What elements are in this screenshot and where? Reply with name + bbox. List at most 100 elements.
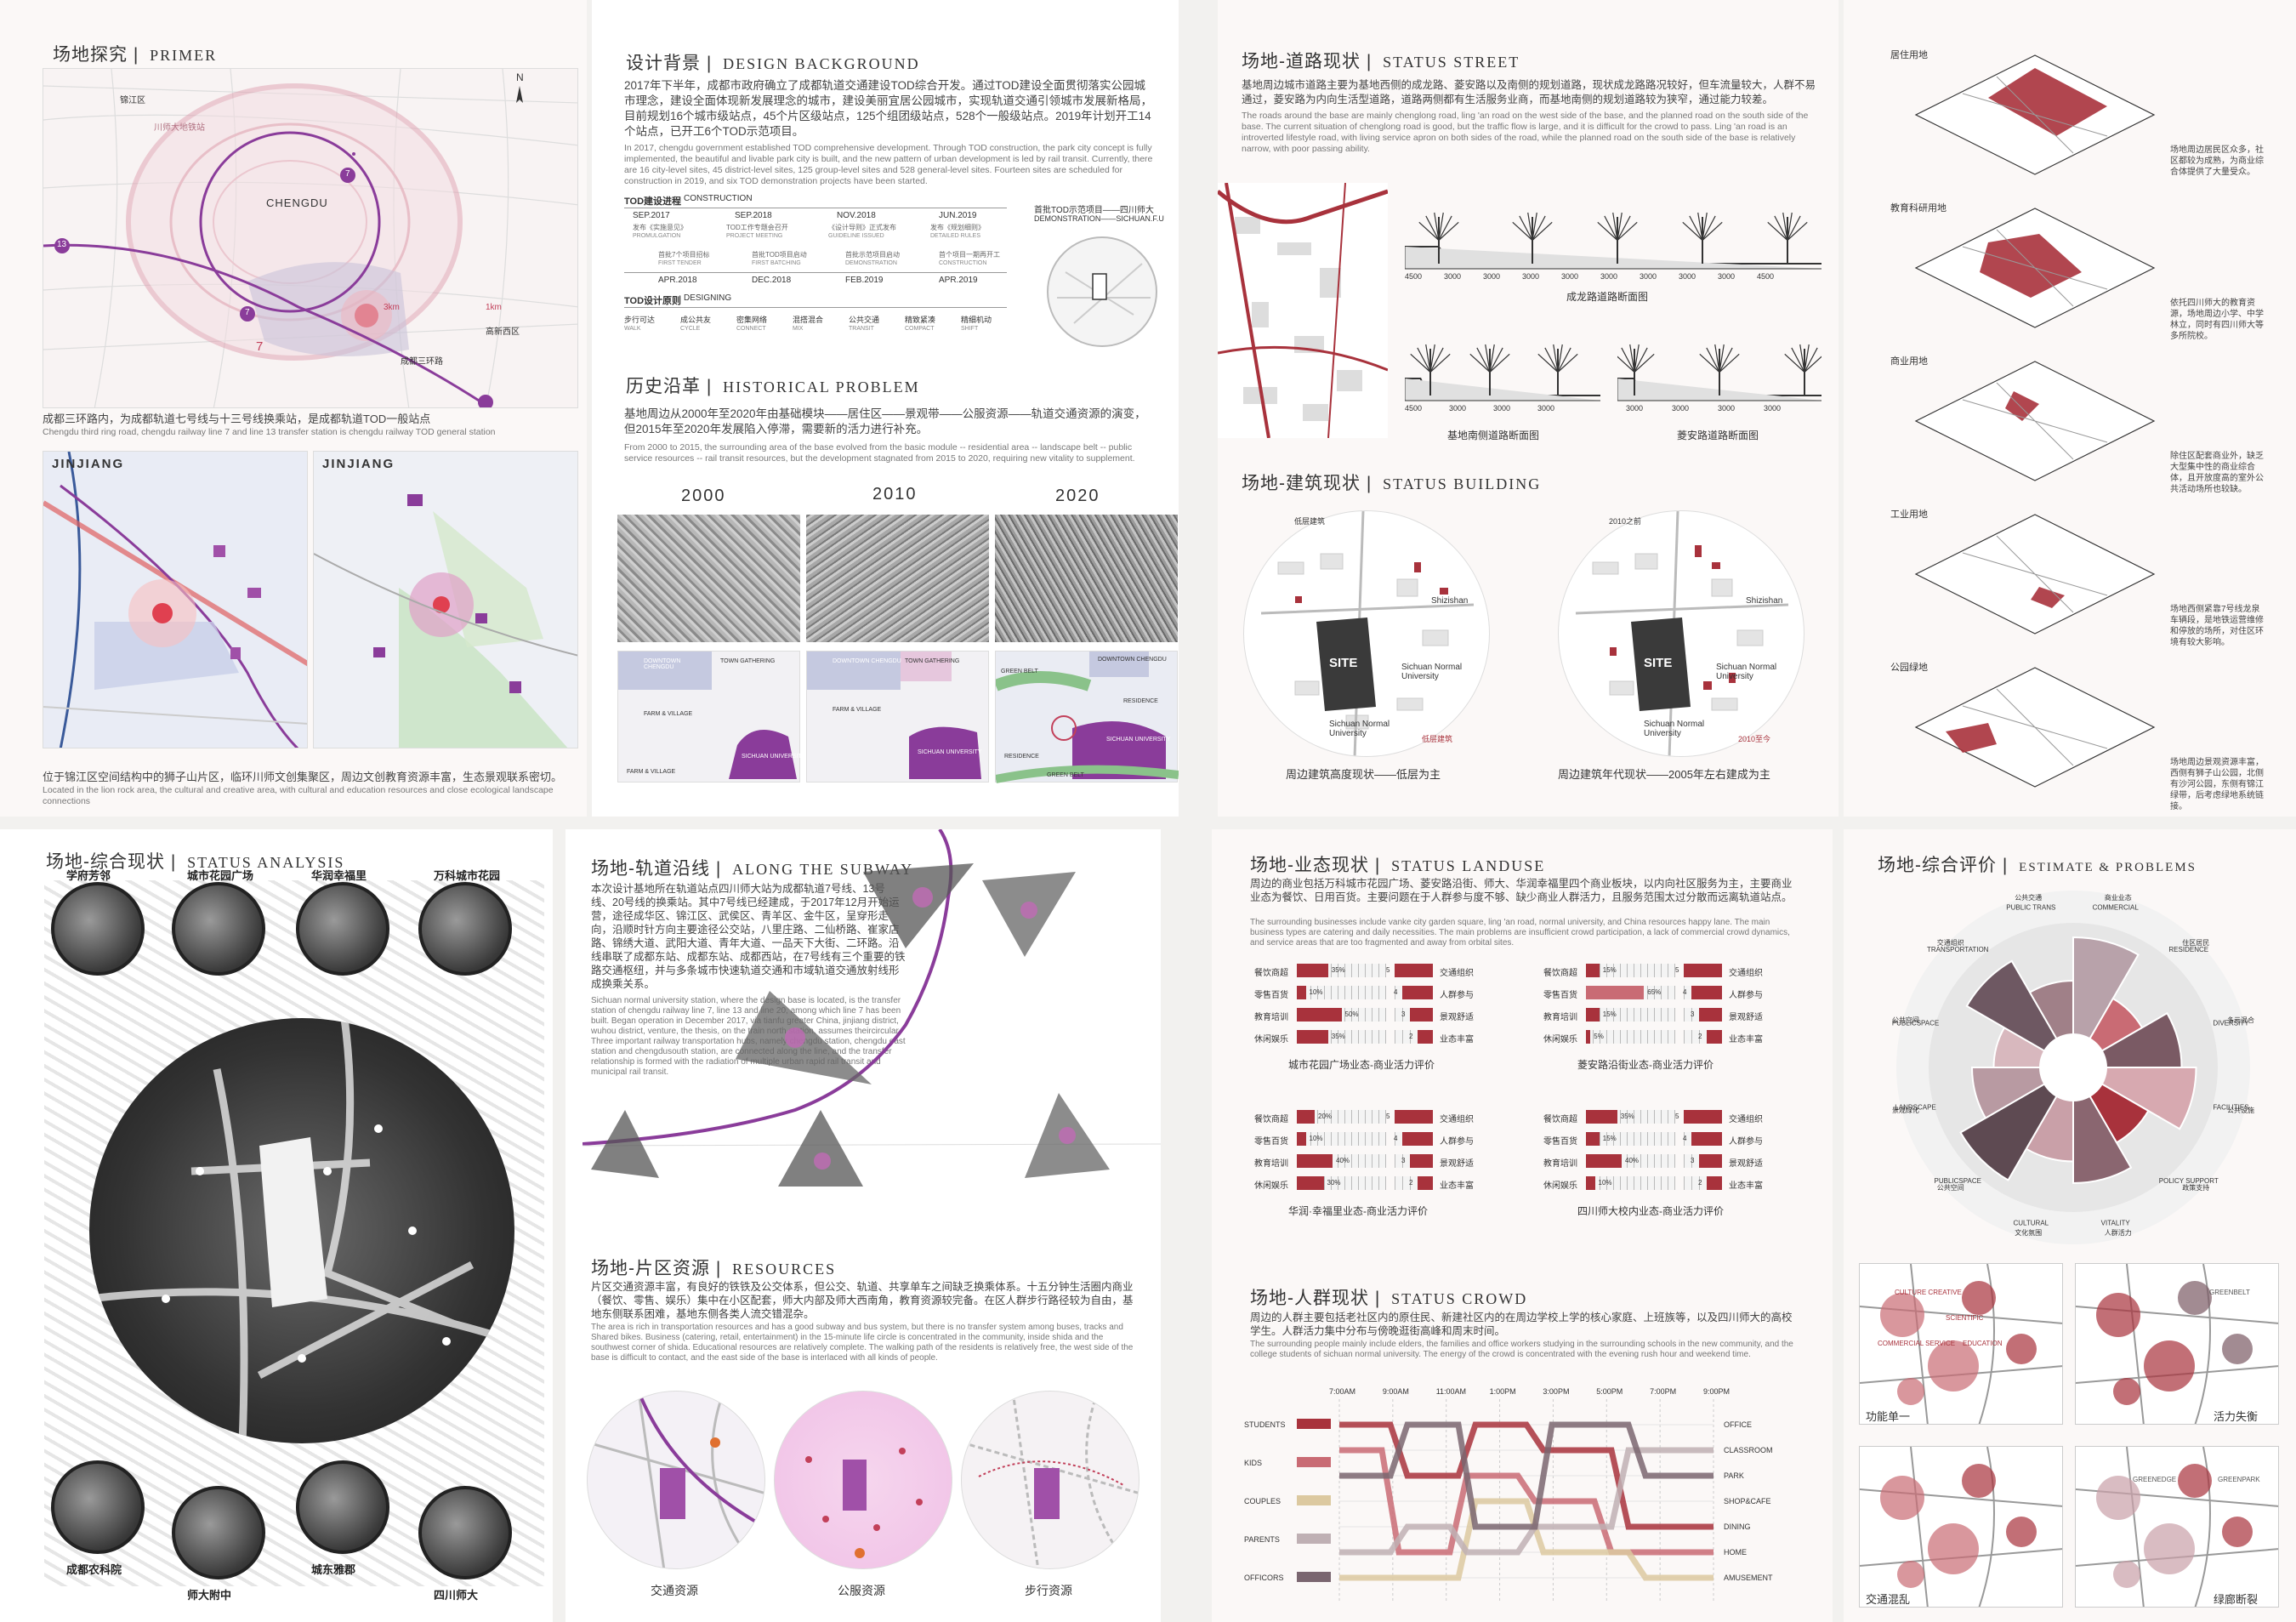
radial-segment-label: 公共空间 — [1892, 1016, 1919, 1024]
map-label-tianfu: 高新西区 — [486, 327, 520, 337]
dimension-label: 3000 — [1483, 272, 1501, 281]
landuse-bar-fill — [1297, 1132, 1306, 1146]
history-para-cn: 基地周边从2000年至2020年由基础模块——居住区——景观带——公服资源——轨… — [624, 407, 1146, 435]
diag-label: SICHUAN UNIVERSITY — [1106, 737, 1171, 743]
date-bot-1: APR.2018 — [658, 276, 697, 285]
landuse-para-en: The surrounding businesses include vanke… — [1250, 918, 1790, 948]
landuse-para-cn: 周边的商业包括万科城市花园广场、菱安路沿街、师大、华润幸福里四个商业板块，以内向… — [1250, 878, 1793, 903]
dimension-label: 3000 — [1626, 404, 1644, 413]
tod-timeline: TOD建设进程 CONSTRUCTION SEP.2017 SEP.2018 N… — [624, 194, 1024, 287]
crowd-chart-svg: 7:00AM 9:00AM 11:00AM 1:00PM 3:00PM 5:00PM 7:0… — [1244, 1387, 1773, 1603]
design-title-en: DESIGN BACKGROUND — [723, 55, 920, 72]
landuse-score-value: 5 — [1675, 966, 1679, 974]
landuse-bar-value: 35% — [1331, 1033, 1345, 1040]
landuse-left-label: 餐饮商超 — [1254, 1115, 1288, 1124]
sheet-landuse: 场地-业态现状 | STATUS LANDUSE 周边的商业包括万科城市花园广场… — [1212, 829, 1833, 1622]
snu-label-3: Sichuan Normal University — [1644, 720, 1705, 738]
landuse-score-value: 5 — [1386, 1113, 1390, 1120]
caption-public-resource: 公服资源 — [838, 1584, 885, 1597]
crowd-place-label: OFFICE — [1724, 1420, 1752, 1429]
landuse-right-label: 交通组织 — [1440, 969, 1474, 978]
caption-walk-resource: 步行资源 — [1025, 1584, 1072, 1597]
site-photo-label: 四川师大 — [434, 1589, 479, 1602]
crowd-flow-line — [1339, 1447, 1713, 1556]
landuse-score-value: 5 — [1675, 1113, 1679, 1120]
dimension-label: 3000 — [1718, 404, 1736, 413]
legend-after-2010: 2010至今 — [1738, 735, 1771, 743]
resource-circle-walk — [961, 1391, 1139, 1569]
landuse-right-label: 景观舒适 — [1440, 1013, 1474, 1022]
landuse-score-value: 3 — [1691, 1157, 1695, 1164]
problem-label: 绿廊断裂 — [2211, 1591, 2261, 1607]
map-label-line7b: 7 — [245, 308, 250, 317]
landuse-bar-fill — [1586, 1154, 1622, 1168]
item-bot-en-3: DEMONSTRATION — [845, 260, 897, 266]
section-south-svg — [1404, 344, 1600, 401]
sheet-street: 场地-道路现状 | STATUS STREET 基地周边城市道路主要为基地西侧的… — [1218, 0, 1839, 817]
crowd-group-label: PARENTS — [1244, 1535, 1280, 1544]
diag-label: TOWN GATHERING — [720, 658, 776, 664]
street-title-en: STATUS STREET — [1383, 54, 1520, 71]
radial-segment-label: VITALITY — [2101, 1219, 2131, 1226]
resource-circle-traffic — [587, 1391, 765, 1569]
tod-principle-en: DESIGNING — [684, 293, 732, 303]
landuse-score-value: 2 — [1409, 1179, 1413, 1187]
metro-map-svg: N — [43, 69, 577, 407]
landuse-bar-fill — [1586, 1132, 1600, 1146]
landuse-left-label: 餐饮商超 — [1254, 969, 1288, 978]
iso-plate — [1912, 663, 2158, 791]
section-lingan-svg — [1614, 344, 1825, 401]
crowd-place-label: SHOP&CAFE — [1724, 1497, 1771, 1505]
radial-segment-label: PUBLIC TRANS — [2006, 904, 2055, 912]
principle-item: 混搭混合 — [793, 316, 824, 324]
landuse-right-label: 业态丰富 — [1440, 1035, 1474, 1044]
site-photo-bottom — [172, 1486, 265, 1579]
jinjiang-left-svg — [43, 452, 307, 748]
landuse-bar-fill — [1297, 986, 1306, 999]
problem-node — [1897, 1561, 1924, 1588]
site-photo-top — [296, 882, 389, 976]
radial-segment-label: 公共交通 — [2015, 893, 2042, 902]
resources-title-en: RESOURCES — [732, 1261, 837, 1278]
landuse-chart-caption: 菱安路沿街业态-商业活力评价 — [1577, 1059, 1713, 1071]
landuse-bar-value: 15% — [1602, 966, 1617, 974]
diag-label: TOWN GATHERING — [905, 658, 960, 664]
building-height-circle: SITE Shizishan Sichuan Normal University… — [1243, 510, 1490, 757]
diag-label: FARM & VILLAGE — [833, 707, 882, 713]
site-photo-top — [172, 882, 265, 976]
landuse-score-fill — [1707, 1176, 1722, 1190]
subway-title-cn: 场地-轨道沿线 — [591, 859, 710, 879]
section-south: 4500 3000 3000 3000 基地南侧道路断面图 — [1404, 319, 1600, 447]
diagram-2000: DOWNTOWN CHENGDU TOWN GATHERING FARM & V… — [617, 651, 805, 783]
building-title-cn: 场地-建筑现状 — [1242, 474, 1361, 493]
snu-label-4: Sichuan Normal University — [1716, 663, 1777, 681]
aerial-2010 — [806, 515, 989, 642]
snu-label: Sichuan Normal University — [1329, 720, 1390, 738]
landuse-score-value: 2 — [1409, 1033, 1413, 1040]
landuse-left-label: 休闲娱乐 — [1254, 1181, 1288, 1191]
landuse-score-fill — [1402, 986, 1433, 999]
landuse-right-label: 交通组织 — [1729, 1115, 1763, 1124]
estimate-title-en: ESTIMATE & PROBLEMS — [2019, 861, 2197, 874]
radial-segment-label: 多元混合 — [2227, 1016, 2254, 1024]
landuse-left-label: 餐饮商超 — [1543, 1115, 1577, 1124]
date-bot-2: DEC.2018 — [752, 276, 792, 285]
title-sep: | — [170, 852, 177, 872]
design-para-cn: 2017年下半年，成都市政府确立了成都轨道交通建设TOD综合开发。通过TOD建设… — [624, 79, 1152, 138]
crowd-time-label: 3:00PM — [1543, 1387, 1569, 1396]
problem-label: 交通混乱 — [1863, 1591, 1913, 1607]
landuse-title: 场地-业态现状 | STATUS LANDUSE — [1250, 851, 1545, 877]
crowd-group-label: COUPLES — [1244, 1497, 1281, 1505]
radial-segment-label: 交通组织 — [1937, 938, 1964, 947]
landuse-right-label: 人群参与 — [1729, 1137, 1763, 1147]
snu-label-2: Sichuan Normal University — [1401, 663, 1463, 681]
jinjiang-map-left: JINJIANG — [43, 451, 308, 748]
problem-tag: CULTURE CREATIVE — [1895, 1289, 1962, 1296]
problem-label: 活力失衡 — [2211, 1408, 2261, 1424]
radial-segment-label: PUBLICSPACE — [1935, 1177, 1981, 1185]
landuse-bar-value: 5% — [1594, 1033, 1604, 1040]
problem-node — [2222, 1334, 2253, 1364]
problem-node — [1928, 1523, 1979, 1574]
year-2000: 2000 — [681, 487, 726, 505]
problem-tag: GREENEDGE — [2133, 1476, 2177, 1483]
